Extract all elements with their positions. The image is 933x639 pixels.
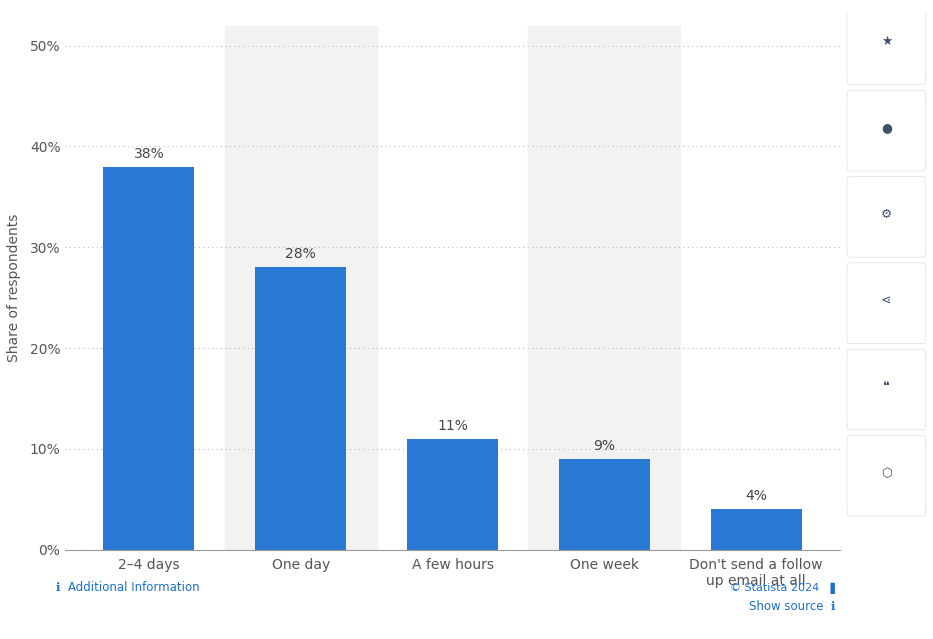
- Text: ⚙: ⚙: [881, 208, 892, 220]
- Text: © Statista 2024  ▐: © Statista 2024 ▐: [731, 583, 835, 594]
- Y-axis label: Share of respondents: Share of respondents: [7, 213, 21, 362]
- Text: Show source  ℹ: Show source ℹ: [748, 600, 835, 613]
- Text: 38%: 38%: [133, 146, 164, 160]
- FancyBboxPatch shape: [847, 436, 926, 516]
- Text: ❝: ❝: [883, 380, 890, 393]
- Text: 28%: 28%: [285, 247, 316, 261]
- Text: ★: ★: [881, 35, 892, 48]
- Bar: [711, 509, 801, 550]
- Text: 11%: 11%: [437, 419, 468, 433]
- FancyBboxPatch shape: [847, 90, 926, 171]
- FancyBboxPatch shape: [847, 4, 926, 85]
- FancyBboxPatch shape: [847, 349, 926, 430]
- Text: 9%: 9%: [593, 439, 616, 453]
- Bar: [104, 167, 194, 550]
- Bar: [225, 26, 377, 550]
- FancyBboxPatch shape: [847, 176, 926, 257]
- Bar: [559, 459, 650, 550]
- Bar: [255, 267, 346, 550]
- Text: ℹ  Additional Information: ℹ Additional Information: [56, 581, 200, 594]
- Text: ●: ●: [881, 121, 892, 134]
- FancyBboxPatch shape: [847, 263, 926, 344]
- Text: 4%: 4%: [745, 489, 767, 503]
- Bar: [528, 26, 680, 550]
- Text: ⬡: ⬡: [881, 466, 892, 479]
- Text: ⋖: ⋖: [881, 294, 892, 307]
- Bar: [407, 439, 498, 550]
